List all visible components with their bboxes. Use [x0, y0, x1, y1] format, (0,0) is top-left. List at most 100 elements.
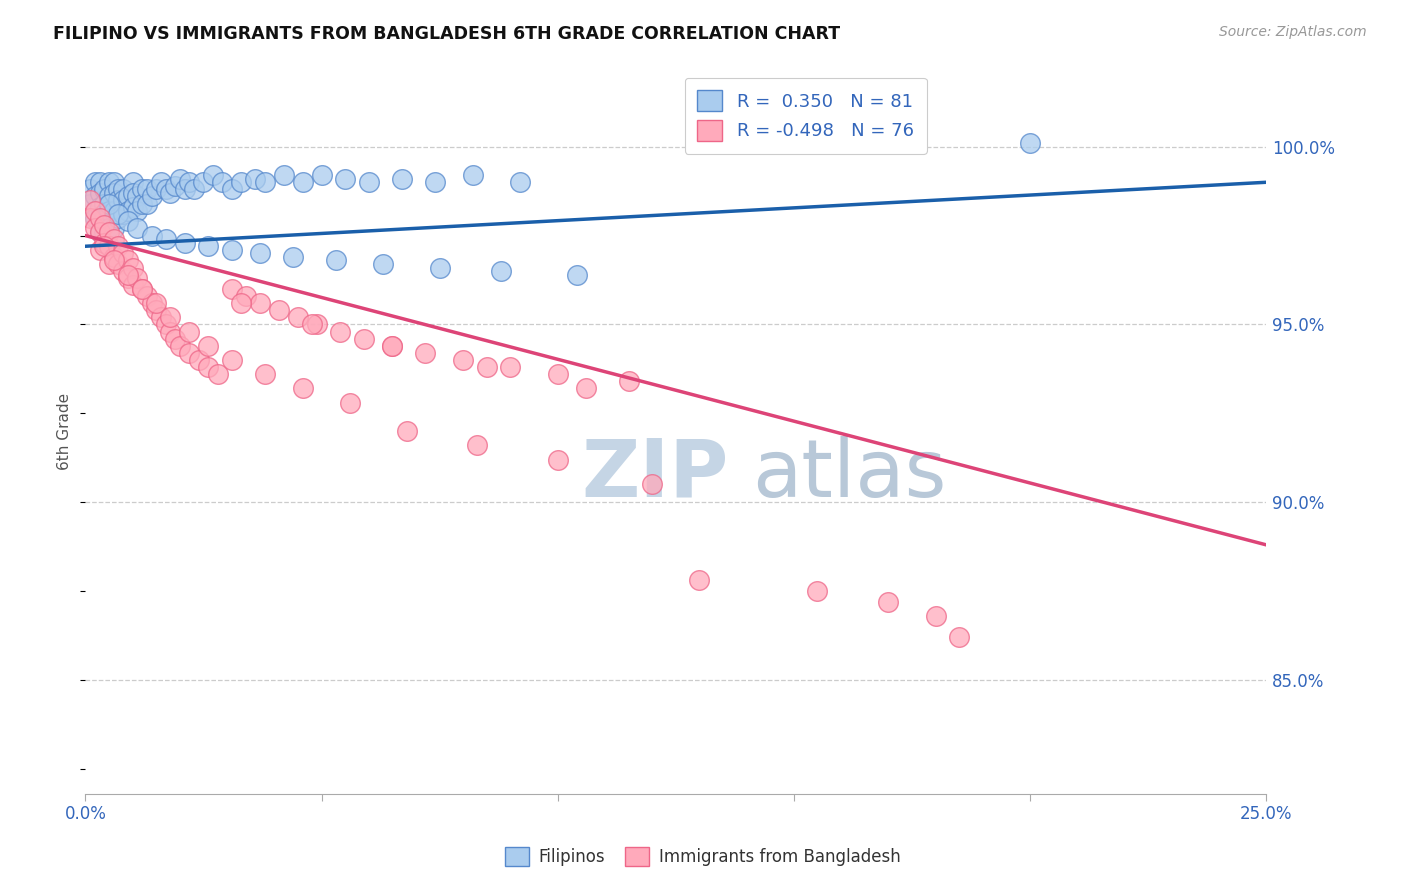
Point	[565, 268, 588, 282]
Point	[197, 339, 219, 353]
Point	[103, 232, 125, 246]
Point	[169, 171, 191, 186]
Point	[197, 360, 219, 375]
Point	[461, 168, 484, 182]
Point	[283, 250, 305, 264]
Point	[93, 225, 115, 239]
Point	[617, 375, 640, 389]
Point	[107, 239, 129, 253]
Point	[117, 253, 139, 268]
Point	[79, 182, 101, 196]
Point	[103, 203, 125, 218]
Point	[117, 271, 139, 285]
Point	[173, 182, 195, 196]
Point	[451, 353, 474, 368]
Point	[127, 271, 149, 285]
Point	[155, 182, 177, 196]
Point	[117, 268, 139, 282]
Point	[467, 438, 489, 452]
Point	[131, 282, 153, 296]
Point	[165, 332, 187, 346]
Point	[89, 225, 111, 239]
Point	[112, 207, 135, 221]
Point	[103, 175, 125, 189]
Point	[806, 584, 828, 599]
Point	[107, 193, 129, 207]
Point	[159, 186, 181, 200]
Text: ZIP: ZIP	[581, 435, 728, 514]
Point	[221, 243, 243, 257]
Point	[89, 211, 111, 225]
Point	[89, 225, 111, 239]
Point	[98, 175, 121, 189]
Point	[83, 203, 105, 218]
Point	[127, 221, 149, 235]
Point	[141, 228, 163, 243]
Point	[121, 200, 143, 214]
Point	[273, 168, 295, 182]
Point	[98, 257, 121, 271]
Y-axis label: 6th Grade: 6th Grade	[58, 392, 72, 470]
Point	[149, 310, 172, 325]
Point	[221, 182, 243, 196]
Point	[98, 196, 121, 211]
Point	[107, 211, 129, 225]
Point	[103, 221, 125, 235]
Point	[121, 186, 143, 200]
Point	[127, 189, 149, 203]
Point	[688, 574, 710, 588]
Point	[79, 193, 101, 207]
Point	[83, 175, 105, 189]
Point	[311, 168, 333, 182]
Point	[221, 353, 243, 368]
Point	[145, 296, 167, 310]
Point	[93, 239, 115, 253]
Point	[291, 381, 314, 395]
Point	[641, 477, 664, 491]
Point	[1019, 136, 1042, 151]
Point	[235, 289, 257, 303]
Point	[93, 182, 115, 196]
Point	[112, 193, 135, 207]
Point	[103, 186, 125, 200]
Point	[509, 175, 531, 189]
Point	[141, 189, 163, 203]
Point	[112, 246, 135, 260]
Point	[98, 225, 121, 239]
Point	[131, 282, 153, 296]
Point	[93, 211, 115, 225]
Point	[141, 296, 163, 310]
Point	[155, 232, 177, 246]
Point	[121, 260, 143, 275]
Point	[159, 325, 181, 339]
Point	[131, 196, 153, 211]
Point	[107, 207, 129, 221]
Point	[127, 203, 149, 218]
Point	[103, 250, 125, 264]
Point	[121, 278, 143, 293]
Point	[135, 289, 157, 303]
Point	[339, 395, 361, 409]
Point	[201, 168, 224, 182]
Point	[98, 221, 121, 235]
Point	[149, 175, 172, 189]
Point	[187, 353, 209, 368]
Point	[325, 253, 347, 268]
Text: FILIPINO VS IMMIGRANTS FROM BANGLADESH 6TH GRADE CORRELATION CHART: FILIPINO VS IMMIGRANTS FROM BANGLADESH 6…	[53, 25, 841, 43]
Point	[107, 182, 129, 196]
Point	[89, 200, 111, 214]
Point	[83, 211, 105, 225]
Point	[291, 175, 314, 189]
Point	[117, 189, 139, 203]
Text: atlas: atlas	[752, 435, 946, 514]
Point	[98, 189, 121, 203]
Point	[207, 368, 229, 382]
Point	[112, 182, 135, 196]
Point	[333, 171, 356, 186]
Point	[475, 360, 498, 375]
Point	[353, 332, 375, 346]
Point	[89, 175, 111, 189]
Point	[499, 360, 522, 375]
Point	[547, 368, 569, 382]
Point	[415, 346, 437, 360]
